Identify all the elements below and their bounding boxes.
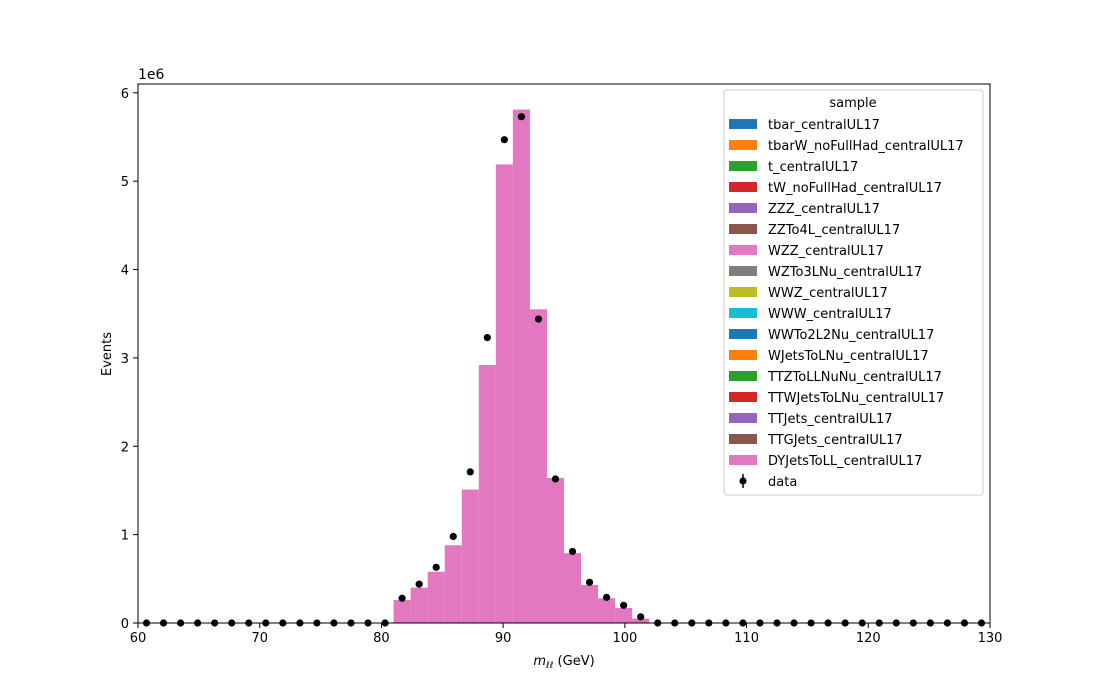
bar-DYJetsToLL_centralUL17-19 — [461, 489, 479, 623]
x-tick-label: 110 — [734, 631, 759, 646]
legend-label: tW_noFullHad_centralUL17 — [768, 181, 942, 196]
legend-swatch — [729, 350, 757, 360]
y-axis-label: Events — [100, 332, 115, 376]
legend-swatch — [729, 140, 757, 150]
legend-swatch — [729, 287, 757, 297]
y-tick-label: 6 — [121, 87, 129, 102]
legend-label: TTGJets_centralUL17 — [767, 433, 903, 448]
y-tick-label: 5 — [121, 175, 129, 190]
data-point-19 — [466, 468, 474, 476]
legend-label: t_centralUL17 — [768, 160, 858, 175]
legend-swatch — [729, 245, 757, 255]
x-tick-label: 100 — [612, 631, 637, 646]
legend-label: WWW_centralUL17 — [768, 307, 892, 322]
data-point-22 — [517, 113, 526, 121]
data-point-23 — [534, 315, 543, 323]
bar-DYJetsToLL_centralUL17-24 — [546, 478, 564, 623]
legend-swatch — [729, 224, 757, 234]
bar-DYJetsToLL_centralUL17-26 — [581, 585, 599, 623]
legend-swatch — [729, 455, 757, 465]
y-tick-label: 3 — [121, 352, 129, 367]
legend-swatch — [729, 203, 757, 213]
data-point-18 — [449, 532, 457, 541]
data-point-26 — [585, 578, 594, 586]
bar-DYJetsToLL_centralUL17-21 — [495, 164, 513, 623]
legend-label: tbar_centralUL17 — [768, 118, 880, 133]
bar-DYJetsToLL_centralUL17-18 — [444, 545, 462, 623]
x-tick-label: 60 — [130, 631, 147, 646]
legend-swatch — [729, 371, 757, 381]
bar-DYJetsToLL_centralUL17-28 — [615, 607, 633, 623]
y-tick-label: 4 — [121, 264, 129, 279]
y-tick-label: 2 — [121, 440, 129, 455]
data-point-21 — [500, 136, 508, 144]
stacked-bars — [393, 109, 650, 624]
x-tick-label: 70 — [251, 631, 268, 646]
bar-DYJetsToLL_centralUL17-15 — [393, 600, 411, 623]
legend-frame — [723, 89, 984, 496]
legend-label: TTJets_centralUL17 — [767, 412, 893, 427]
data-point-27 — [603, 593, 611, 601]
legend-label: data — [768, 475, 797, 490]
legend-swatch — [729, 308, 757, 318]
bar-DYJetsToLL_centralUL17-22 — [512, 109, 530, 624]
legend-marker — [739, 477, 747, 485]
data-point-28 — [620, 601, 628, 609]
x-axis-label-sub: ℓℓ — [545, 661, 553, 671]
legend-swatch — [729, 266, 757, 276]
legend-title: sample — [829, 96, 876, 111]
y-axis: 0 1 2 3 4 5 6 — [121, 87, 138, 632]
x-axis: 60 70 80 90 100 110 120 130 — [130, 623, 1003, 646]
bar-DYJetsToLL_centralUL17-27 — [598, 598, 616, 623]
legend-label: WJetsToLNu_centralUL17 — [768, 349, 929, 364]
legend-swatch — [729, 182, 757, 192]
legend-label: TTZToLLNuNu_centralUL17 — [767, 370, 942, 385]
data-point-17 — [432, 563, 440, 571]
legend-items: tbar_centralUL17 tbarW_noFullHad_centralU… — [729, 118, 964, 490]
y-tick-label: 0 — [121, 617, 129, 632]
data-points — [142, 113, 986, 627]
bar-DYJetsToLL_centralUL17-25 — [564, 553, 582, 623]
legend-swatch — [729, 413, 757, 423]
bar-DYJetsToLL_centralUL17-17 — [427, 571, 445, 623]
bar-DYJetsToLL_centralUL17-29 — [632, 618, 650, 623]
legend-label: WWZ_centralUL17 — [768, 286, 888, 301]
x-axis-label-var: m — [533, 654, 546, 669]
data-point-25 — [568, 547, 577, 556]
data-point-16 — [415, 580, 423, 588]
bar-DYJetsToLL_centralUL17-16 — [410, 587, 428, 623]
x-axis-label-unit: (GeV) — [553, 654, 594, 669]
y-offset-text: 1e6 — [138, 67, 165, 83]
legend-label: DYJetsToLL_centralUL17 — [768, 454, 922, 469]
legend-swatch — [729, 161, 757, 171]
x-tick-label: 120 — [856, 631, 881, 646]
data-point-20 — [483, 333, 491, 342]
x-axis-label: mℓℓ (GeV) — [533, 654, 594, 671]
y-tick-label: 1 — [121, 529, 129, 544]
legend-label: ZZTo4L_centralUL17 — [768, 223, 900, 238]
legend-swatch — [729, 392, 757, 402]
legend-swatch — [729, 329, 757, 339]
data-point-24 — [551, 475, 560, 483]
x-tick-label: 80 — [373, 631, 390, 646]
x-tick-label: 130 — [978, 631, 1003, 646]
legend-swatch — [729, 434, 757, 444]
bar-DYJetsToLL_centralUL17-20 — [478, 364, 496, 623]
legend-label: WZZ_centralUL17 — [768, 244, 884, 259]
x-tick-label: 90 — [495, 631, 512, 646]
bar-DYJetsToLL_centralUL17-23 — [529, 309, 547, 623]
legend-label: ZZZ_centralUL17 — [768, 202, 880, 217]
data-point-29 — [637, 613, 645, 621]
legend-label: WZTo3LNu_centralUL17 — [768, 265, 922, 280]
legend-label: TTWJetsToLNu_centralUL17 — [767, 391, 944, 406]
legend-swatch — [729, 119, 757, 129]
data-point-15 — [398, 594, 406, 602]
legend-label: tbarW_noFullHad_centralUL17 — [768, 139, 964, 154]
legend-label: WWTo2L2Nu_centralUL17 — [768, 328, 934, 343]
legend: sample tbar_centralUL17 tbarW_noFullHad_c… — [723, 89, 984, 496]
plot-frame — [137, 83, 991, 624]
